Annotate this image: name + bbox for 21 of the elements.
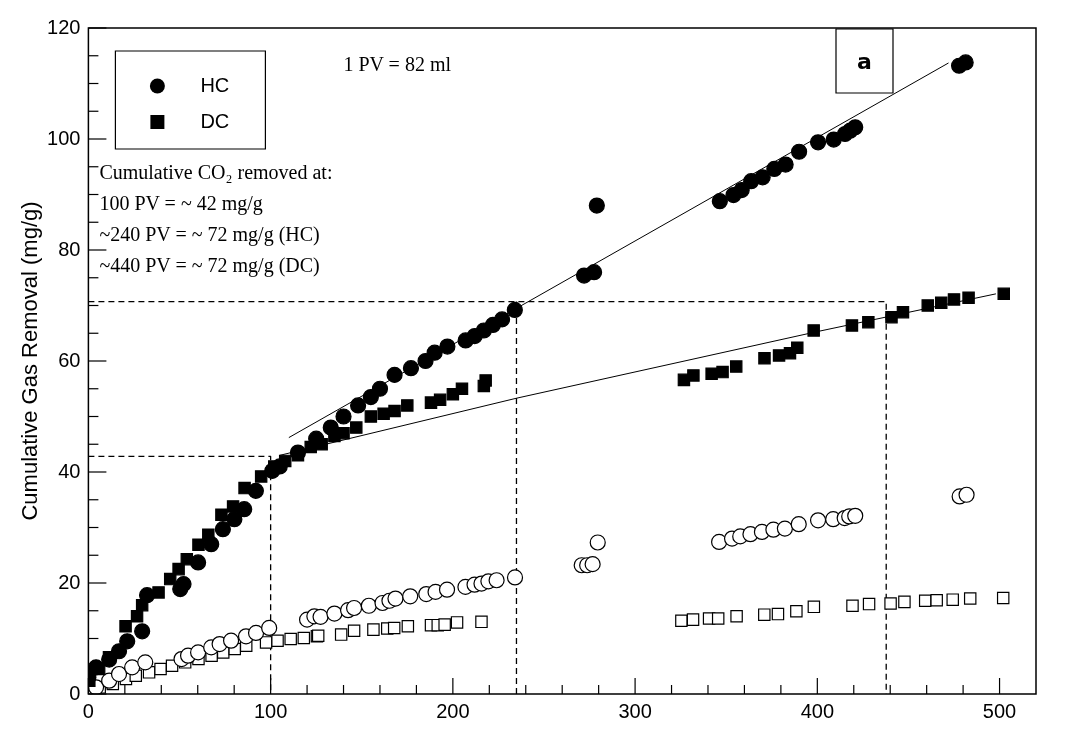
- y-tick-label: 60: [58, 348, 81, 371]
- annotation: a: [857, 48, 872, 74]
- legend-label: HC: [200, 73, 230, 96]
- annotation: 100 PV = ~ 42 mg/g: [99, 192, 263, 216]
- x-tick-label: 100: [253, 699, 288, 722]
- y-tick-label: 80: [58, 237, 81, 260]
- x-tick-label: 300: [618, 699, 652, 722]
- legend-label: DC: [200, 109, 230, 132]
- annotation: ~240 PV = ~ 72 mg/g (HC): [99, 223, 320, 247]
- annotation: 1 PV = 82 ml: [343, 53, 452, 76]
- y-tick-label: 0: [69, 681, 81, 704]
- x-tick-label: 400: [800, 699, 835, 722]
- y-tick-label: 40: [58, 459, 81, 482]
- y-tick-label: 20: [58, 570, 81, 593]
- annotation: ~440 PV = ~ 72 mg/g (DC): [99, 254, 320, 278]
- y-tick-label: 120: [47, 15, 81, 38]
- x-tick-label: 500: [982, 699, 1017, 722]
- x-tick-label: 200: [436, 699, 470, 722]
- annotation: Cumulative CO₂ removed at:: [99, 161, 333, 184]
- y-tick-label: 100: [47, 126, 81, 149]
- y-axis-title: Cumulative Gas Removal (mg/g): [17, 201, 43, 521]
